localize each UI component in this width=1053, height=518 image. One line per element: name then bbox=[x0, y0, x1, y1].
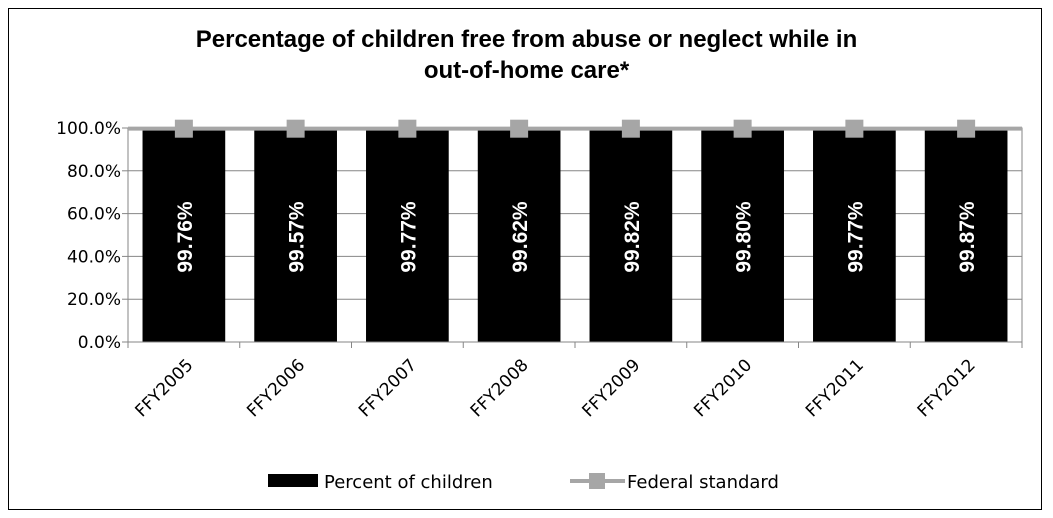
federal-standard-marker-ffy2005 bbox=[174, 119, 193, 138]
chart-title: Percentage of children free from abuse o… bbox=[0, 24, 1053, 86]
federal-standard-marker-ffy2012 bbox=[957, 119, 976, 138]
bar-ffy2009 bbox=[589, 128, 673, 342]
federal-standard-marker-ffy2010 bbox=[733, 119, 752, 138]
bar-ffy2008 bbox=[477, 128, 561, 342]
x-tick-label-ffy2009: FFY2009 bbox=[578, 355, 644, 421]
y-tick-label-3: 60.0% bbox=[67, 205, 121, 225]
bar-ffy2005 bbox=[142, 128, 226, 342]
data-label-ffy2011: 99.77% bbox=[844, 201, 867, 273]
federal-standard-line bbox=[128, 119, 1022, 138]
x-tick-label-ffy2010: FFY2010 bbox=[690, 355, 756, 421]
federal-standard-marker-ffy2008 bbox=[510, 119, 529, 138]
legend: Percent of children Federal standard bbox=[268, 472, 779, 493]
x-tick-label-ffy2006: FFY2006 bbox=[243, 355, 309, 421]
y-tick-label-5: 100.0% bbox=[56, 119, 121, 139]
y-tick-label-2: 40.0% bbox=[67, 247, 121, 267]
bars bbox=[142, 128, 1008, 342]
x-tick-label-ffy2008: FFY2008 bbox=[467, 355, 533, 421]
data-label-ffy2007: 99.77% bbox=[397, 201, 420, 273]
legend-marker-federal-standard bbox=[589, 473, 605, 489]
data-label-ffy2009: 99.82% bbox=[621, 201, 644, 273]
x-tick-label-ffy2005: FFY2005 bbox=[131, 355, 197, 421]
bar-ffy2012 bbox=[924, 128, 1008, 342]
federal-standard-marker-ffy2006 bbox=[286, 119, 305, 138]
data-label-ffy2006: 99.57% bbox=[286, 201, 309, 273]
bar-ffy2006 bbox=[254, 128, 337, 342]
chart-title-line-1: Percentage of children free from abuse o… bbox=[195, 26, 858, 53]
data-label-ffy2008: 99.62% bbox=[509, 201, 532, 273]
legend-swatch-percent-of-children bbox=[268, 474, 318, 487]
x-tick-label-ffy2011: FFY2011 bbox=[802, 355, 868, 421]
legend-label-federal-standard: Federal standard bbox=[627, 472, 779, 493]
bar-ffy2011 bbox=[813, 128, 896, 342]
federal-standard-marker-ffy2007 bbox=[398, 119, 417, 138]
chart-title-line-2: out-of-home care* bbox=[423, 57, 630, 84]
legend-label-percent-of-children: Percent of children bbox=[324, 472, 493, 493]
y-tick-label-1: 20.0% bbox=[67, 290, 121, 310]
bar-ffy2010 bbox=[701, 128, 784, 342]
y-tick-label-0: 0.0% bbox=[78, 333, 121, 353]
data-label-ffy2005: 99.76% bbox=[174, 201, 197, 273]
data-label-ffy2012: 99.87% bbox=[956, 201, 979, 273]
data-label-ffy2010: 99.80% bbox=[733, 201, 756, 273]
federal-standard-marker-ffy2009 bbox=[621, 119, 640, 138]
x-tick-label-ffy2007: FFY2007 bbox=[355, 355, 421, 421]
federal-standard-marker-ffy2011 bbox=[845, 119, 864, 138]
bar-ffy2007 bbox=[366, 128, 449, 342]
data-labels: 99.76% 99.57% 99.77% 99.62% 99.82% 99.80% 99.7… bbox=[174, 201, 979, 273]
x-tick-label-ffy2012: FFY2012 bbox=[914, 355, 980, 421]
y-tick-label-4: 80.0% bbox=[67, 162, 121, 182]
